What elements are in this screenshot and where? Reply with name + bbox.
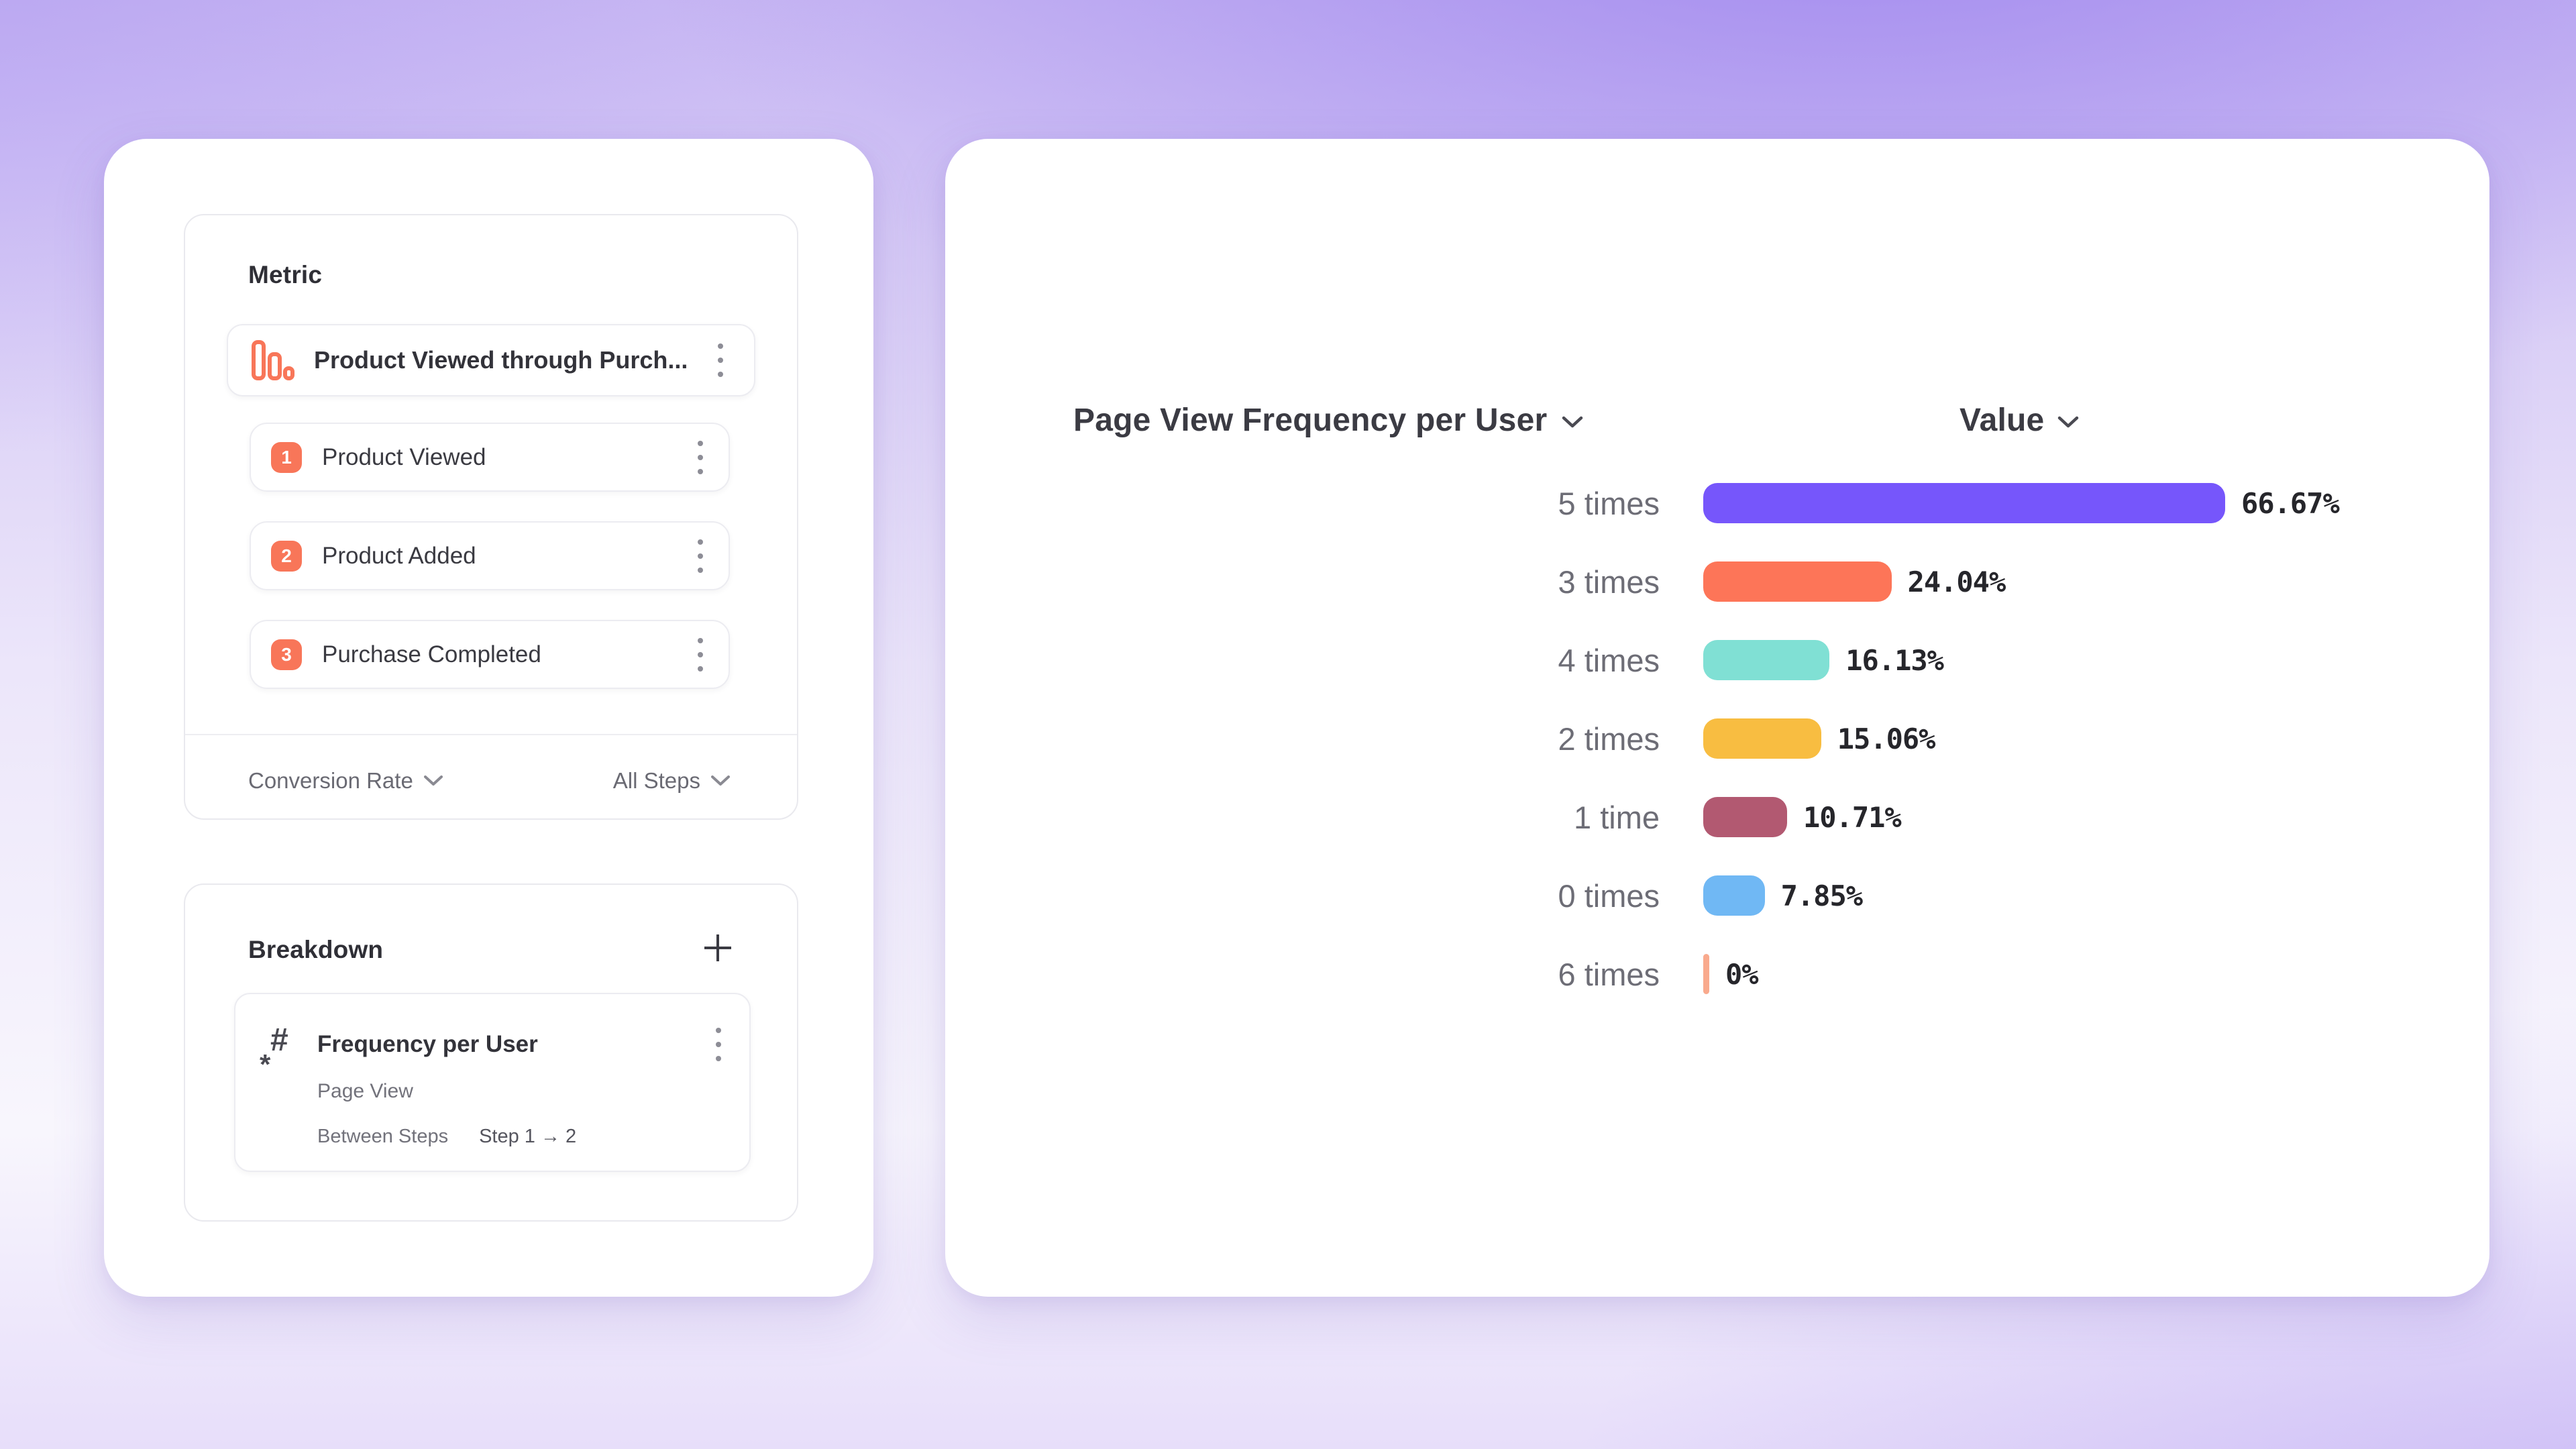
bar-value-label: 24.04% xyxy=(1907,565,2006,598)
bar-category-label: 5 times xyxy=(1558,485,1660,521)
kebab-menu-icon[interactable] xyxy=(708,1021,729,1068)
breakdown-panel: Breakdown # * Frequency per User Page Vie… xyxy=(184,883,798,1222)
step-number-badge: 3 xyxy=(271,639,302,670)
breakdown-item-card[interactable]: # * Frequency per User Page View Between … xyxy=(234,993,751,1172)
kebab-menu-icon[interactable] xyxy=(690,631,711,678)
breakdown-panel-title: Breakdown xyxy=(248,936,384,963)
chart-row: 3 times 24.04% xyxy=(945,561,2489,602)
chart-row: 4 times 16.13% xyxy=(945,640,2489,680)
chevron-down-icon xyxy=(1562,416,1583,428)
bar-value-label: 15.06% xyxy=(1837,722,1936,755)
steps-dropdown[interactable]: All Steps xyxy=(613,768,730,794)
funnel-bars-icon xyxy=(252,340,294,380)
bar-category-label: 6 times xyxy=(1558,956,1660,992)
funnel-metric-card[interactable]: Product Viewed through Purch... xyxy=(227,324,755,396)
funnel-step-card[interactable]: 1 Product Viewed xyxy=(250,423,730,492)
chart-title-dropdown[interactable]: Page View Frequency per User xyxy=(1073,402,1583,439)
metric-panel: Metric Product Viewed through Purch... 1… xyxy=(184,214,798,820)
chevron-down-icon xyxy=(2058,416,2079,428)
kebab-menu-icon[interactable] xyxy=(690,434,711,481)
step-event-label: Product Added xyxy=(322,542,476,569)
bar[interactable] xyxy=(1703,483,2226,523)
add-breakdown-button[interactable] xyxy=(703,933,733,963)
step-number-badge: 1 xyxy=(271,441,302,473)
step-event-label: Purchase Completed xyxy=(322,641,541,667)
chart-card: Page View Frequency per User Value 5 tim… xyxy=(945,139,2489,1297)
funnel-step-card[interactable]: 3 Purchase Completed xyxy=(250,620,730,689)
steps-dropdown-label: All Steps xyxy=(612,768,700,793)
bar-value-label: 10.71% xyxy=(1803,800,1902,834)
kebab-menu-icon[interactable] xyxy=(710,337,731,384)
step-number-badge: 2 xyxy=(271,540,302,572)
funnel-metric-title: Product Viewed through Purch... xyxy=(314,346,688,374)
numeric-hash-icon: # * xyxy=(260,1022,288,1080)
chart-row: 6 times 0% xyxy=(945,954,2489,994)
bar-value-label: 7.85% xyxy=(1780,879,1863,912)
bar[interactable] xyxy=(1703,718,1821,759)
breakdown-item-title: Frequency per User xyxy=(317,1031,538,1057)
query-builder-card: Metric Product Viewed through Purch... 1… xyxy=(104,139,873,1297)
chart-row: 5 times 66.67% xyxy=(945,483,2489,523)
breakdown-event-label: Page View xyxy=(317,1080,413,1102)
bar-value-label: 0% xyxy=(1725,957,1759,991)
chart-row: 2 times 15.06% xyxy=(945,718,2489,759)
step-event-label: Product Viewed xyxy=(322,443,486,470)
bar-category-label: 4 times xyxy=(1558,642,1660,678)
funnel-step-card[interactable]: 2 Product Added xyxy=(250,521,730,590)
chart-row: 1 time 10.71% xyxy=(945,797,2489,837)
value-column-dropdown[interactable]: Value xyxy=(1960,402,2079,439)
bar-category-label: 0 times xyxy=(1558,877,1660,914)
chevron-down-icon xyxy=(711,775,730,786)
value-column-header: Value xyxy=(1960,402,2045,438)
bar-category-label: 1 time xyxy=(1574,799,1660,835)
bar-value-label: 66.67% xyxy=(2241,486,2340,520)
between-steps-label: Between Steps xyxy=(317,1126,449,1147)
chevron-down-icon xyxy=(423,775,443,786)
measure-dropdown-label: Conversion Rate xyxy=(248,768,413,793)
measure-dropdown[interactable]: Conversion Rate xyxy=(248,768,443,794)
steps-range-value: Step 1 → 2 xyxy=(479,1126,577,1147)
chart-row: 0 times 7.85% xyxy=(945,875,2489,916)
kebab-menu-icon[interactable] xyxy=(690,533,711,580)
metric-panel-title: Metric xyxy=(248,261,323,288)
funnel-steps: 1 Product Viewed 2 Product Added 3 Purchase C… xyxy=(250,423,730,689)
bar[interactable] xyxy=(1703,640,1830,680)
bar-value-label: 16.13% xyxy=(1845,643,1944,677)
metric-footer: Conversion Rate All Steps xyxy=(248,760,730,802)
bar-category-label: 3 times xyxy=(1558,564,1660,600)
bar-chart: 5 times 66.67% 3 times 24.04% 4 times 16.13% 2… xyxy=(945,483,2489,994)
bar[interactable] xyxy=(1703,875,1765,916)
bar[interactable] xyxy=(1703,954,1709,994)
metric-panel-divider xyxy=(185,734,797,735)
bar[interactable] xyxy=(1703,797,1787,837)
bar[interactable] xyxy=(1703,561,1892,602)
chart-title: Page View Frequency per User xyxy=(1073,402,1548,438)
bar-category-label: 2 times xyxy=(1558,720,1660,757)
